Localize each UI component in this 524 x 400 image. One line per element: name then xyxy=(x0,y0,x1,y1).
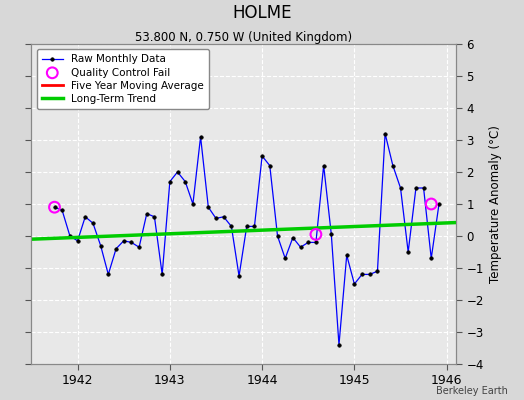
Raw Monthly Data xyxy=(174,170,181,174)
Raw Monthly Data xyxy=(51,205,58,210)
Legend: Raw Monthly Data, Quality Control Fail, Five Year Moving Average, Long-Term Tren: Raw Monthly Data, Quality Control Fail, … xyxy=(37,49,209,109)
Raw Monthly Data xyxy=(167,179,173,184)
Raw Monthly Data xyxy=(382,131,388,136)
Text: Berkeley Earth: Berkeley Earth xyxy=(436,386,508,396)
Raw Monthly Data xyxy=(436,202,442,206)
Y-axis label: Temperature Anomaly (°C): Temperature Anomaly (°C) xyxy=(489,125,502,283)
Raw Monthly Data xyxy=(336,342,342,347)
Quality Control Fail xyxy=(312,231,320,238)
Quality Control Fail xyxy=(50,204,59,210)
Raw Monthly Data xyxy=(428,256,434,261)
Raw Monthly Data xyxy=(305,240,311,245)
Raw Monthly Data xyxy=(328,232,334,237)
Title: 53.800 N, 0.750 W (United Kingdom): 53.800 N, 0.750 W (United Kingdom) xyxy=(135,31,352,44)
Quality Control Fail xyxy=(427,201,435,207)
Text: HOLME: HOLME xyxy=(232,4,292,22)
Line: Raw Monthly Data: Raw Monthly Data xyxy=(53,132,441,346)
Raw Monthly Data xyxy=(136,245,142,250)
